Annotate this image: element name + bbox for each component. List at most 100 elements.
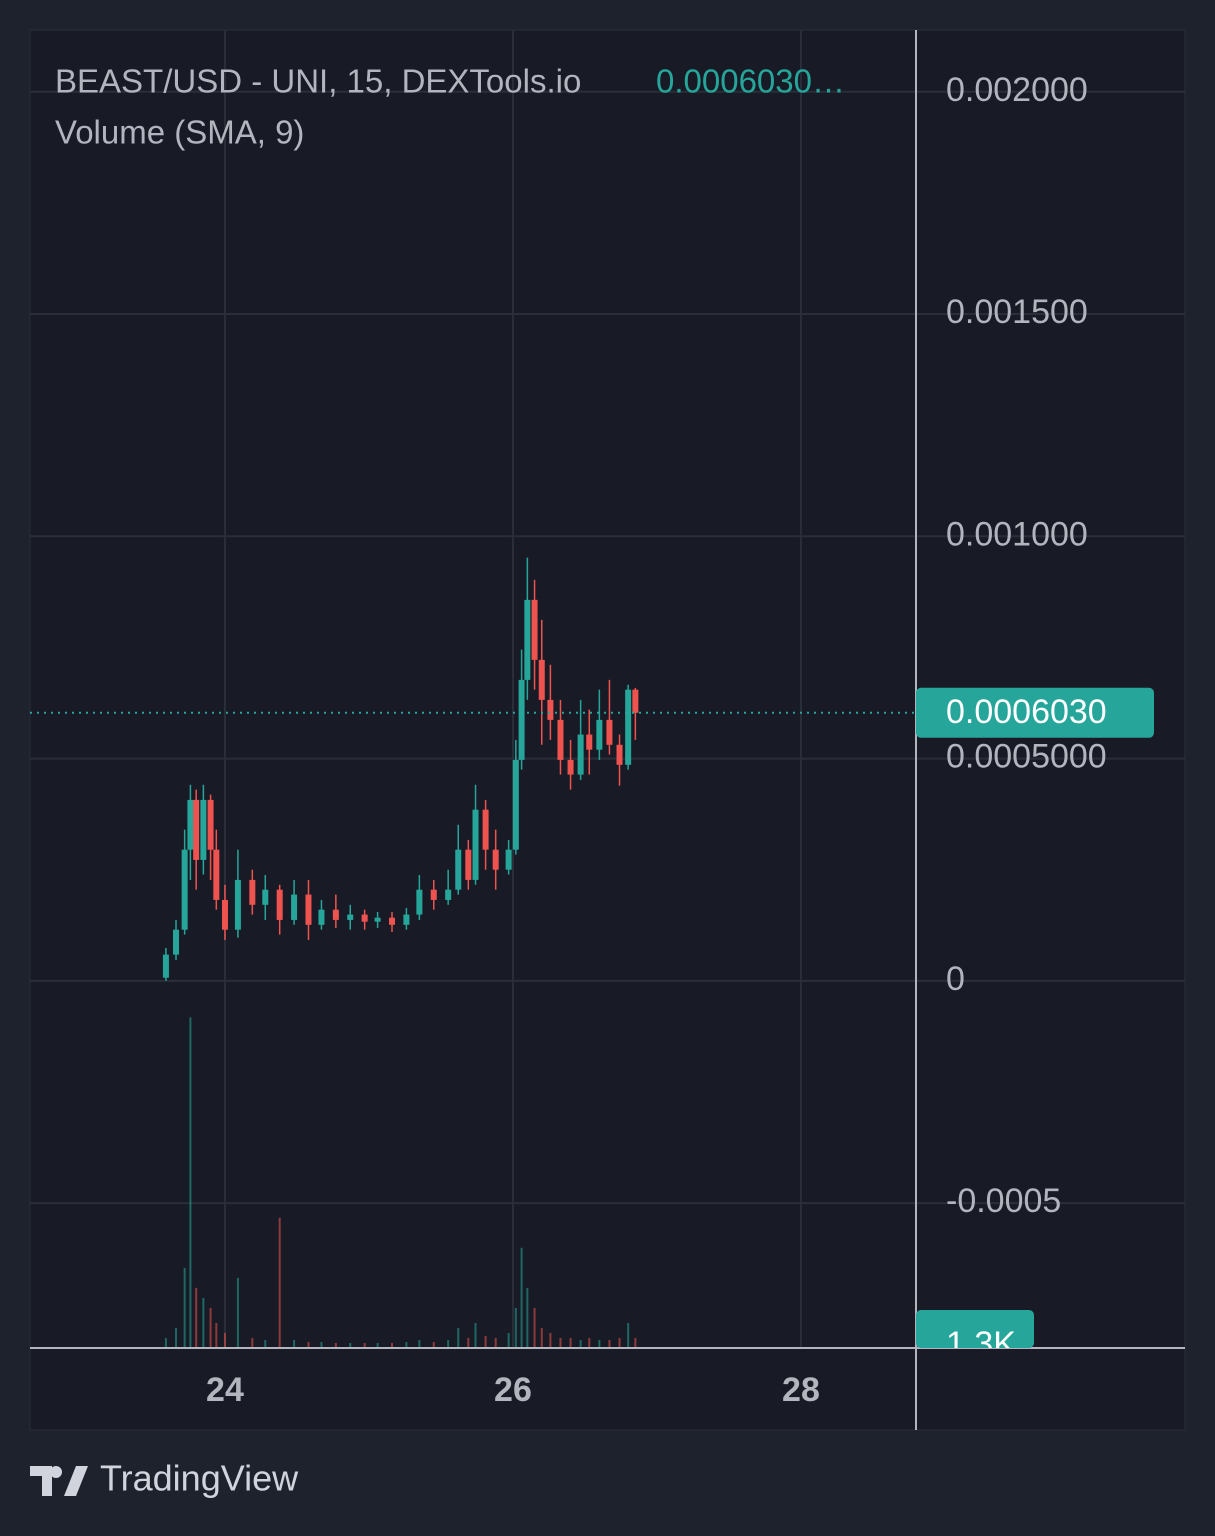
volume-bar [507,1332,510,1348]
subtitle: Volume (SMA, 9) [55,114,304,151]
volume-bar [540,1327,543,1348]
x-tick-label: 24 [206,1371,244,1409]
volume-bar [164,1337,167,1348]
volume-bar [391,1342,394,1348]
candle-body [416,889,423,915]
candle-body [505,849,512,870]
volume-bar [526,1287,529,1348]
candle-body [193,799,200,860]
volume-bar [549,1332,552,1348]
candle-body [472,809,479,880]
last-volume-label: 1.3K [946,1325,1016,1363]
volume-bar [569,1337,572,1348]
volume-bar [215,1322,218,1348]
candle-body [547,699,554,720]
volume-bar [334,1342,337,1348]
candle-body [567,759,574,775]
candle-body [616,744,623,765]
volume-bar [494,1337,497,1348]
candle-body [374,917,381,922]
candle-body [403,914,410,925]
candle-body [557,719,564,760]
volume-bar [447,1339,450,1348]
volume-bar [293,1339,296,1348]
candle-body [482,809,489,850]
candle-body [361,914,368,922]
volume-bar [264,1339,267,1348]
volume-bar [627,1322,630,1348]
candle-body [492,849,499,870]
volume-bar [588,1337,591,1348]
volume-bar [189,1017,192,1348]
y-tick-label: 0 [946,960,965,998]
volume-bar [579,1339,582,1348]
candle-body [518,679,525,760]
candle-body [445,889,452,900]
candle-body [596,719,603,750]
candle-body [632,689,639,713]
volume-bar [432,1341,435,1348]
volume-bar [618,1337,621,1348]
volume-bar [376,1342,379,1348]
candle-body [276,889,283,920]
candle-body [187,799,194,850]
volume-bar [195,1287,198,1348]
volume-bar [363,1342,366,1348]
volume-bar [474,1322,477,1348]
candle-body [577,734,584,775]
y-tick-label: 0.001000 [946,515,1088,553]
candle-body [318,909,325,925]
candle-body [512,759,519,850]
candle-body [465,849,472,880]
candle-body [305,894,312,925]
candle-body [173,929,180,955]
volume-bar [278,1217,281,1348]
volume-bar [520,1247,523,1348]
candle-body [207,799,214,850]
candle-body [234,879,241,930]
volume-bar [608,1339,611,1348]
x-tick-label: 26 [494,1371,532,1409]
volume-bar [307,1341,310,1348]
volume-bar [175,1327,178,1348]
volume-bar [533,1307,536,1348]
logo-mark [30,1466,88,1496]
candle-body [586,734,593,750]
candle-body [181,849,188,930]
logo: TradingView [30,1458,299,1499]
volume-bar [634,1337,637,1348]
candle-body [162,954,169,978]
volume-bar [405,1341,408,1348]
candle-body [347,914,354,920]
volume-bar [202,1297,205,1348]
last-volume-badge [916,1309,1034,1348]
candle-body [332,909,339,920]
candle-body [606,719,613,745]
last-price-label: 0.0006030 [946,693,1107,731]
candle-body [221,899,228,930]
candle-body [291,894,298,920]
volume-bar [418,1339,421,1348]
candle-body [625,689,632,765]
volume-bar [183,1267,186,1348]
volume-bar [467,1337,470,1348]
header-price: 0.0006030… [656,63,845,100]
plot [30,557,916,1348]
volume-bar [349,1342,352,1348]
candle-body [531,599,538,660]
volume-bar [251,1337,254,1348]
x-tick-label: 28 [782,1371,820,1409]
y-tick-label: 0.002000 [946,71,1088,109]
volume-bar [236,1277,239,1348]
last-price-badge [916,687,1154,738]
candle-body [389,917,396,925]
volume-bar [209,1307,212,1348]
y-tick-label: 0.0005000 [946,738,1107,776]
volume-bar [223,1332,226,1348]
candle-body [430,889,437,900]
brand: TradingView [100,1458,299,1499]
volume-bar [559,1337,562,1348]
y-tick-label: 0.001500 [946,293,1088,331]
